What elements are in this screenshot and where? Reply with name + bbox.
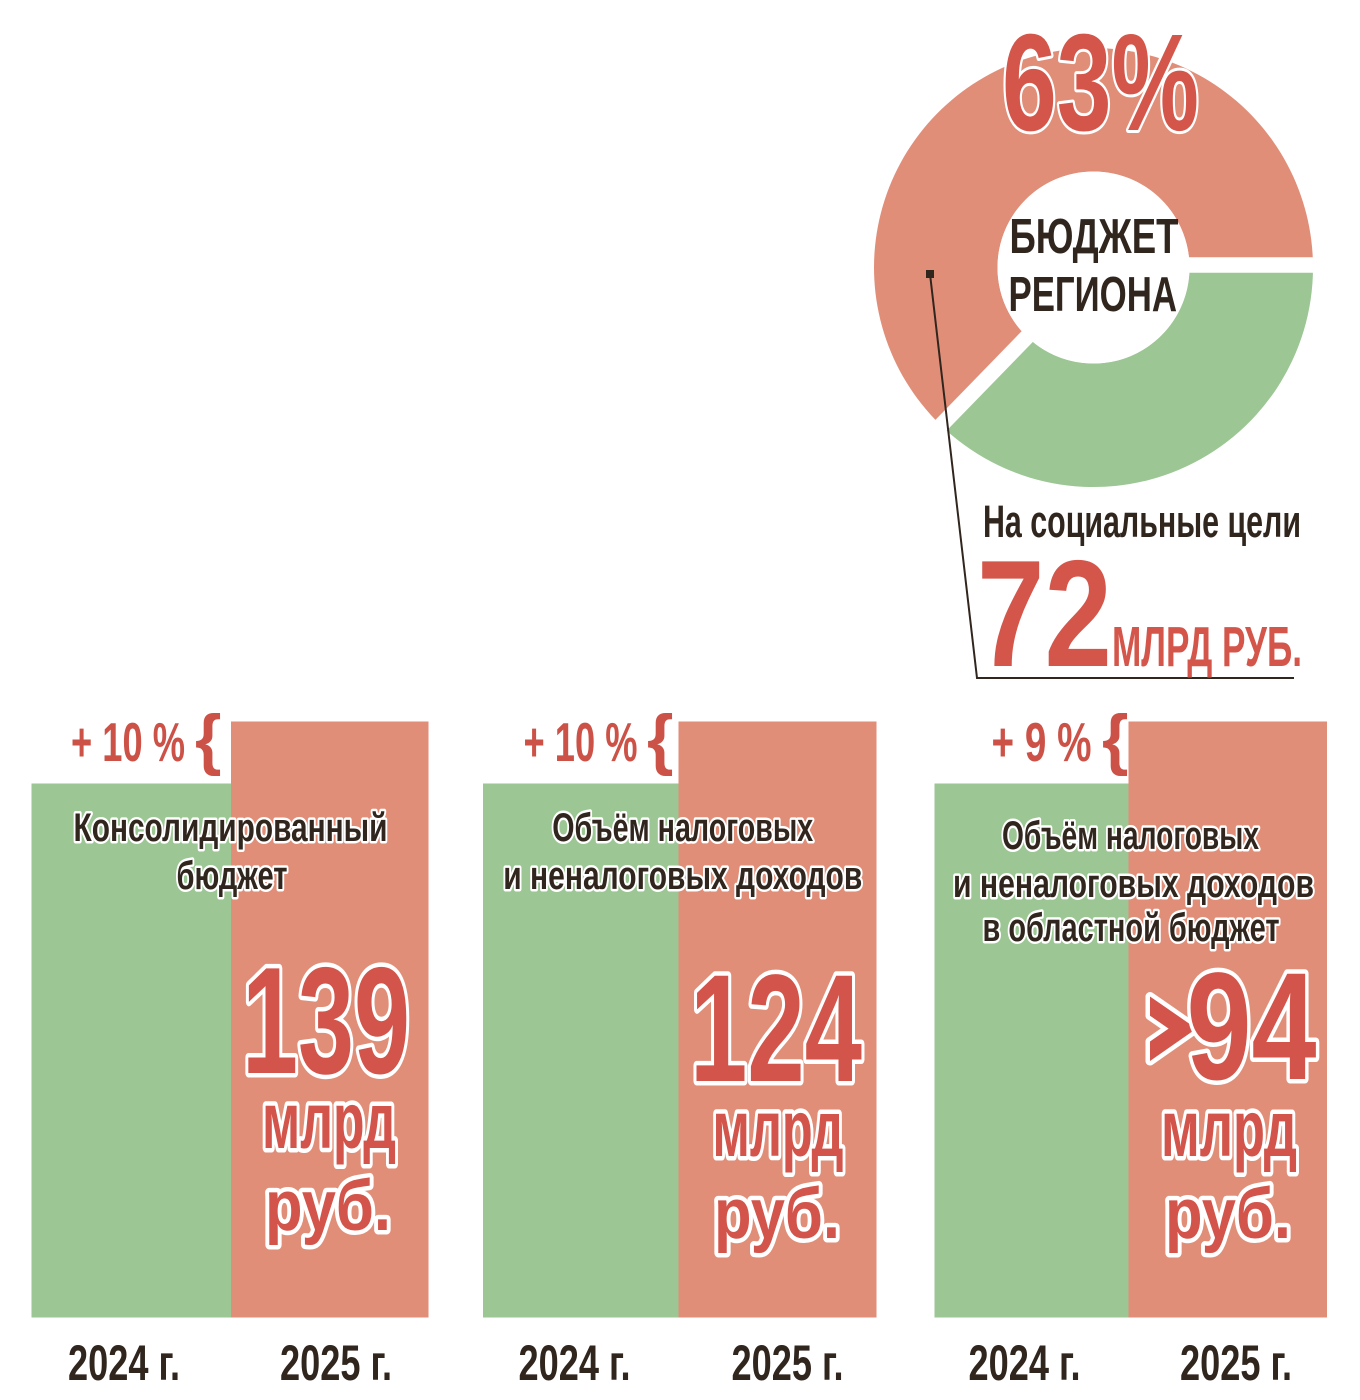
svg-text:94: 94 [1187,941,1317,1112]
svg-text:бюджет: бюджет [177,854,288,898]
svg-text:{: { [647,701,673,777]
svg-text:2025 г.: 2025 г. [732,1335,844,1391]
svg-text:+ 10 %: + 10 % [524,711,638,773]
svg-text:+ 9 %: + 9 % [992,711,1092,773]
svg-text:2025 г.: 2025 г. [1180,1335,1292,1391]
svg-text:2024 г.: 2024 г. [969,1335,1081,1391]
svg-text:2025 г.: 2025 г. [280,1335,392,1391]
svg-text:63%: 63% [1002,6,1199,160]
svg-text:На социальные цели: На социальные цели [983,496,1301,547]
svg-text:Консолидированный: Консолидированный [74,806,388,850]
svg-text:139: 139 [242,936,410,1106]
svg-text:МЛРД РУБ.: МЛРД РУБ. [1112,615,1302,679]
svg-text:РЕГИОНА: РЕГИОНА [1009,268,1178,322]
svg-text:124: 124 [690,943,862,1114]
svg-text:руб.: руб. [714,1175,840,1254]
svg-text:+ 10 %: + 10 % [71,711,185,773]
svg-text:{: { [195,701,221,777]
svg-text:72: 72 [977,529,1112,699]
svg-text:Объём налоговых: Объём налоговых [552,806,813,850]
svg-text:млрд: млрд [1161,1084,1297,1173]
svg-text:БЮДЖЕТ: БЮДЖЕТ [1010,210,1179,264]
svg-text:и неналоговых доходов: и неналоговых доходов [953,862,1314,906]
svg-text:Объём налоговых: Объём налоговых [1002,814,1259,858]
svg-text:{: { [1102,701,1128,777]
svg-text:руб.: руб. [265,1167,391,1246]
svg-text:млрд: млрд [262,1076,396,1165]
svg-text:млрд: млрд [713,1084,844,1173]
svg-text:2024 г.: 2024 г. [68,1335,180,1391]
svg-text:в областной бюджет: в областной бюджет [983,906,1280,950]
svg-text:2024 г.: 2024 г. [519,1335,631,1391]
svg-text:и неналоговых доходов: и неналоговых доходов [503,854,862,898]
svg-text:руб.: руб. [1165,1175,1291,1254]
